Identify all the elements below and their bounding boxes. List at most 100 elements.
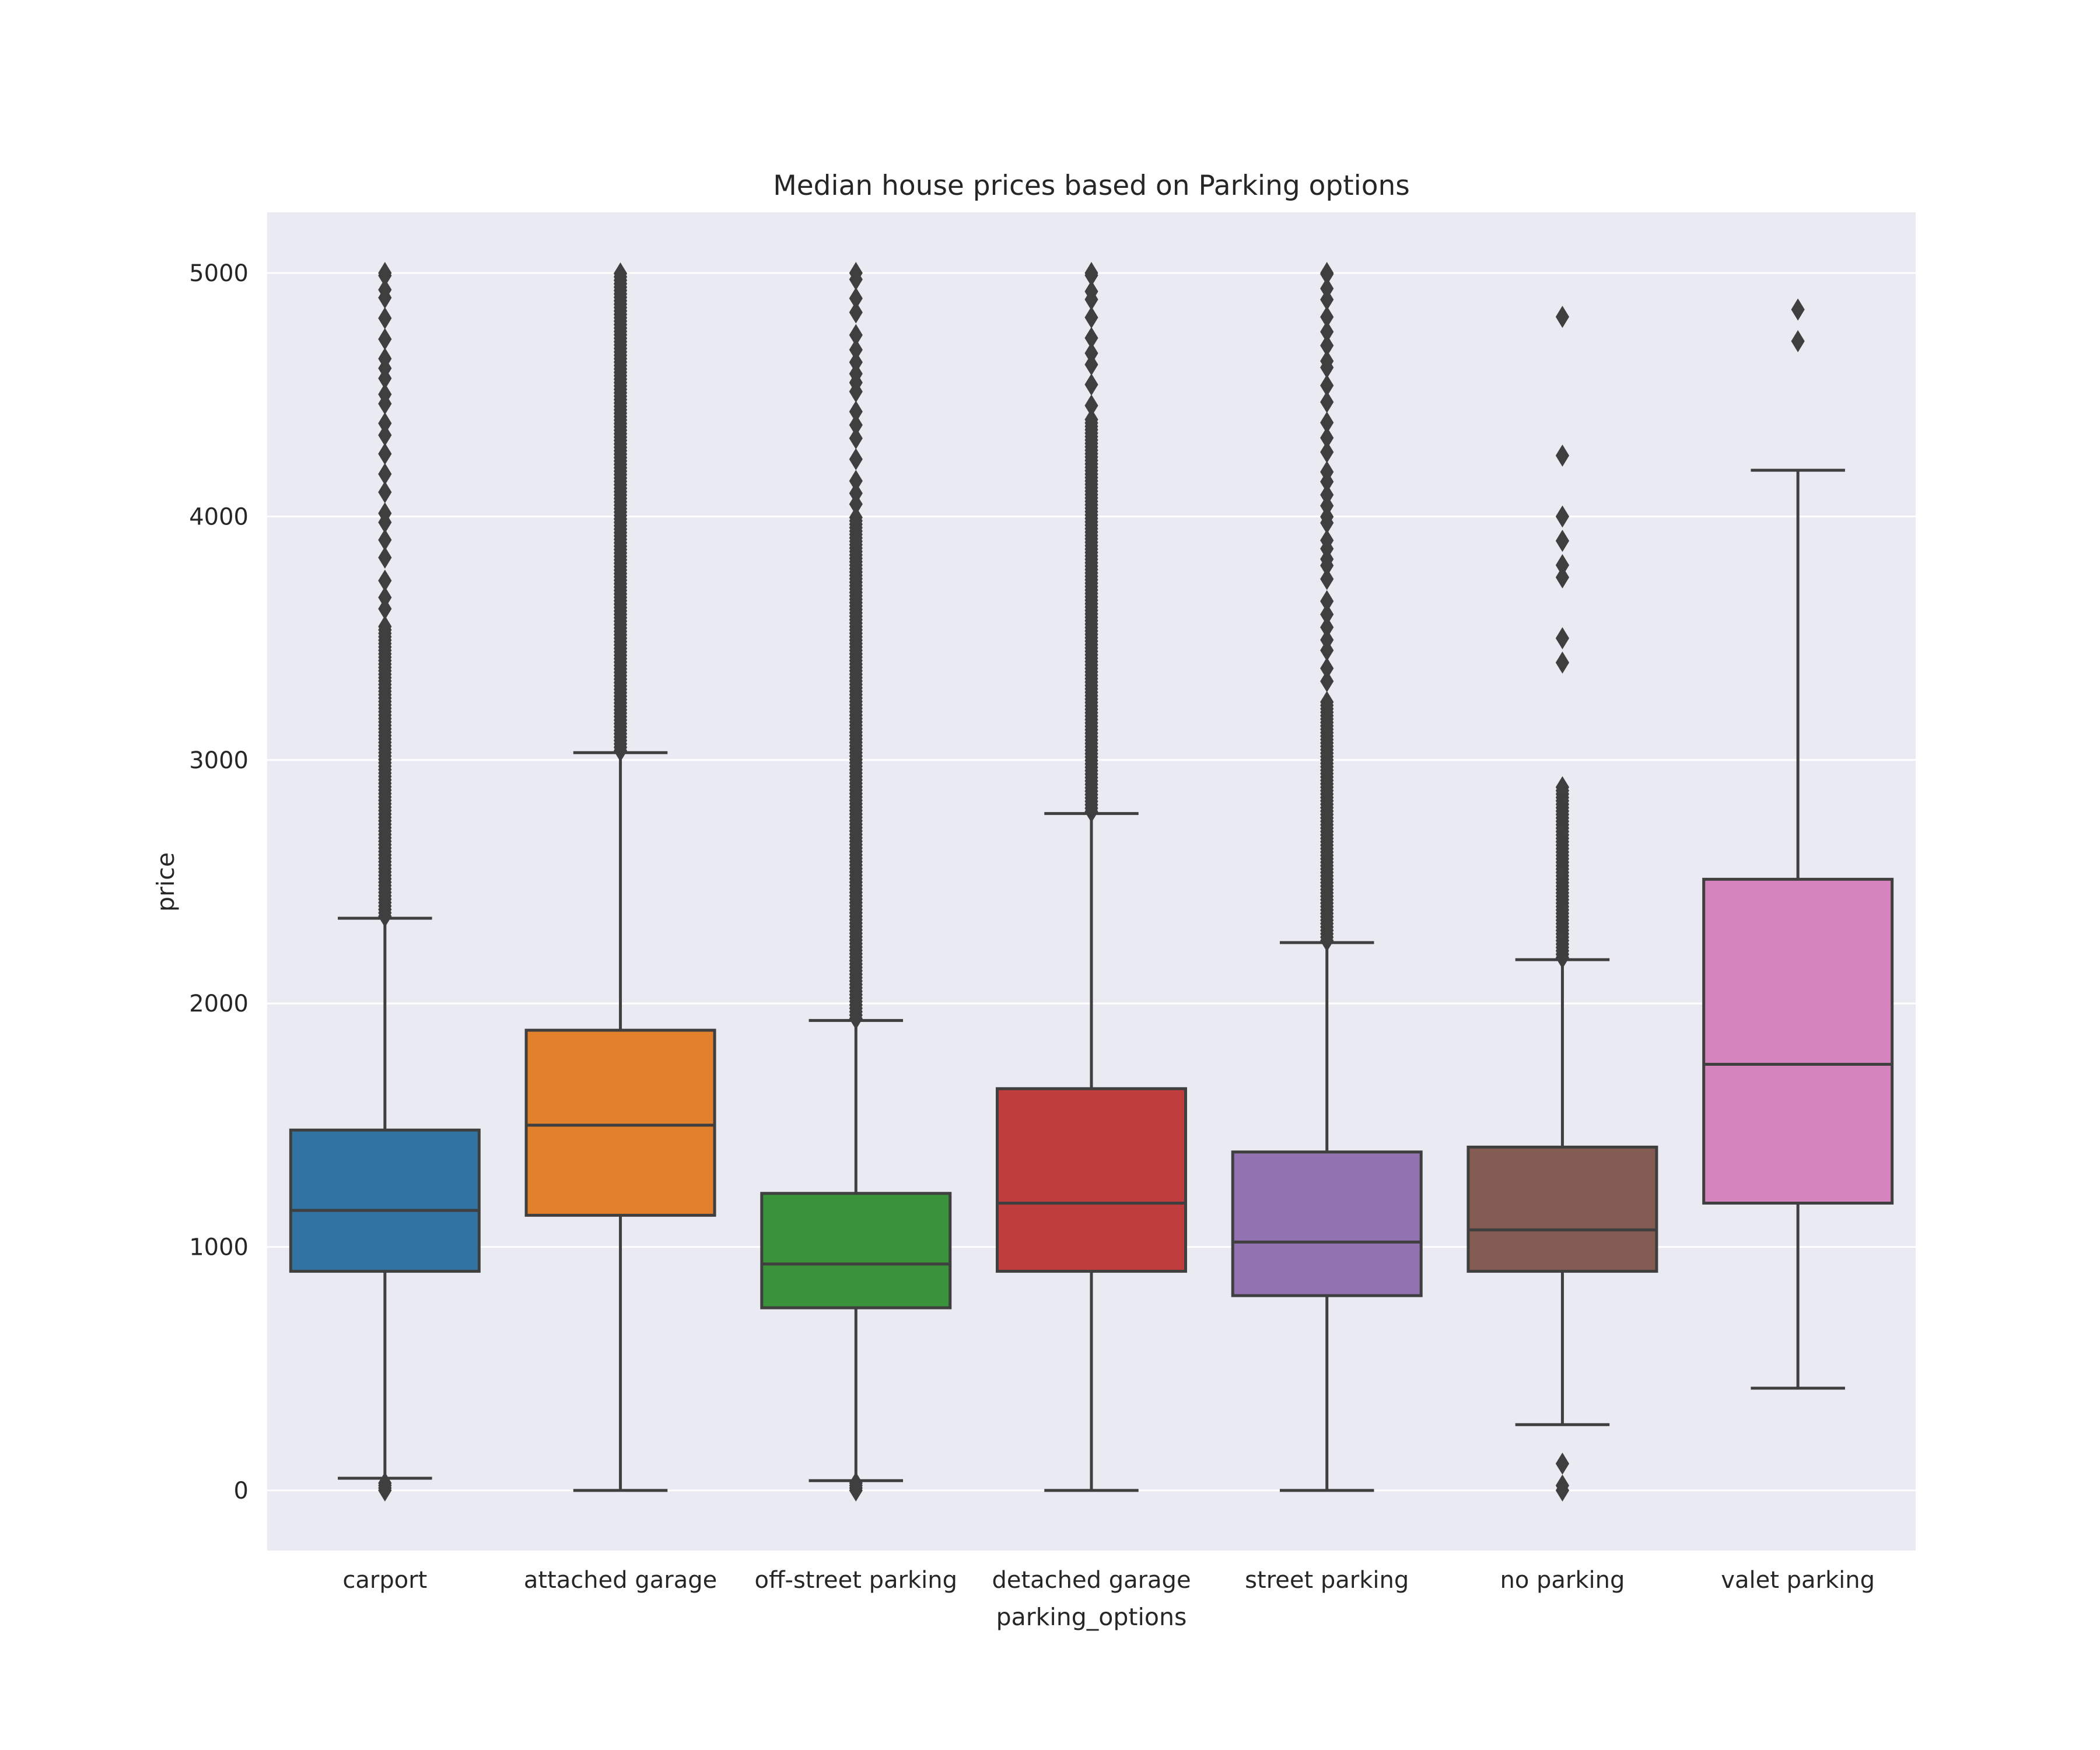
y-tick-labels: 0 1000 2000 3000 4000 5000 — [189, 260, 249, 1504]
outlier-point — [1555, 554, 1570, 576]
outlier-point — [1320, 306, 1334, 328]
box-group-attached-garage — [524, 262, 716, 1492]
outlier-point — [1084, 373, 1098, 396]
outlier-point — [1555, 1452, 1570, 1475]
y-tick-label: 5000 — [189, 260, 249, 287]
outlier-point — [849, 506, 863, 529]
iqr-box — [524, 1028, 716, 1217]
outlier-point — [378, 569, 392, 592]
outlier-point — [378, 262, 392, 284]
outlier-point — [1320, 391, 1334, 414]
outliers — [613, 262, 628, 762]
iqr-box — [760, 1192, 952, 1310]
outlier-point — [1084, 408, 1098, 431]
y-tick-label: 4000 — [189, 503, 249, 530]
outlier-point — [1320, 484, 1334, 506]
outlier-point — [1555, 530, 1570, 552]
outlier-point — [1320, 374, 1334, 397]
outlier-point — [378, 546, 392, 569]
outlier-point — [1320, 590, 1334, 612]
outlier-point — [1320, 426, 1334, 449]
outlier-point — [378, 615, 392, 638]
outlier-point — [1320, 334, 1334, 357]
outlier-point — [378, 443, 392, 465]
outlier-point — [849, 448, 863, 471]
outlier-point — [1084, 394, 1098, 417]
outlier-point — [849, 338, 863, 361]
outlier-point — [378, 278, 392, 301]
outlier-point — [1555, 776, 1570, 799]
box-group-detached-garage — [996, 262, 1187, 1492]
outliers — [1791, 298, 1805, 352]
outlier-point — [1320, 262, 1334, 284]
outlier-point — [1084, 342, 1098, 365]
outlier-point — [1320, 460, 1334, 483]
outlier-point — [378, 1472, 392, 1494]
x-tick-label: carport — [342, 1567, 427, 1594]
iqr-box — [1702, 877, 1894, 1205]
outliers — [378, 262, 392, 1502]
box-group-carport — [289, 262, 481, 1502]
outlier-point — [378, 412, 392, 435]
x-tick-label: valet parking — [1721, 1567, 1875, 1594]
outlier-point — [1084, 280, 1098, 303]
outlier-point — [1320, 603, 1334, 626]
outlier-point — [1320, 691, 1334, 713]
outlier-point — [849, 351, 863, 373]
outlier-point — [1320, 670, 1334, 692]
y-tick-label: 2000 — [189, 991, 249, 1017]
chart-title: Median house prices based on Parking opt… — [773, 170, 1410, 202]
outlier-point — [1555, 444, 1570, 467]
outlier-point — [613, 262, 628, 285]
outlier-point — [378, 328, 392, 351]
outlier-point — [849, 1472, 863, 1494]
outlier-point — [1791, 330, 1805, 352]
y-axis-label: price — [152, 852, 180, 912]
outlier-point — [849, 362, 863, 385]
outlier-point — [1320, 657, 1334, 680]
x-tick-label: detached garage — [992, 1567, 1191, 1594]
y-tick-label: 3000 — [189, 747, 249, 774]
outlier-point — [849, 324, 863, 346]
x-axis-label: parking_options — [996, 1603, 1187, 1631]
outlier-point — [849, 482, 863, 505]
iqr-box — [1466, 1145, 1658, 1273]
outliers — [1320, 262, 1334, 952]
outlier-point — [1555, 505, 1570, 528]
x-tick-label: off-street parking — [755, 1567, 958, 1594]
iqr-box — [1231, 1150, 1423, 1297]
outlier-point — [1084, 327, 1098, 349]
box-group-street-parking — [1231, 262, 1423, 1492]
y-tick-label: 1000 — [189, 1234, 249, 1261]
outlier-point — [1320, 629, 1334, 651]
outlier-point — [378, 502, 392, 524]
outlier-point — [378, 586, 392, 609]
outlier-point — [1555, 651, 1570, 674]
outlier-point — [1320, 349, 1334, 372]
outlier-point — [1320, 320, 1334, 343]
outlier-point — [1320, 288, 1334, 311]
outlier-point — [1320, 277, 1334, 300]
outliers — [1555, 306, 1570, 1502]
outlier-point — [378, 383, 392, 405]
outlier-point — [1320, 529, 1334, 552]
outlier-point — [378, 528, 392, 551]
outlier-point — [849, 262, 863, 284]
outlier-point — [849, 287, 863, 310]
outlier-point — [1791, 298, 1805, 321]
outlier-point — [1555, 627, 1570, 650]
outlier-point — [1555, 1474, 1570, 1497]
outlier-point — [849, 427, 863, 450]
boxes — [289, 262, 1894, 1502]
x-tick-labels: carport attached garage off-street parking… — [342, 1567, 1875, 1594]
outlier-point — [378, 463, 392, 485]
outlier-point — [849, 414, 863, 436]
outlier-point — [849, 470, 863, 492]
outlier-point — [1084, 353, 1098, 376]
outlier-point — [378, 424, 392, 446]
outlier-point — [1320, 568, 1334, 590]
outlier-point — [1084, 262, 1098, 284]
box-group-valet-parking — [1702, 298, 1894, 1390]
